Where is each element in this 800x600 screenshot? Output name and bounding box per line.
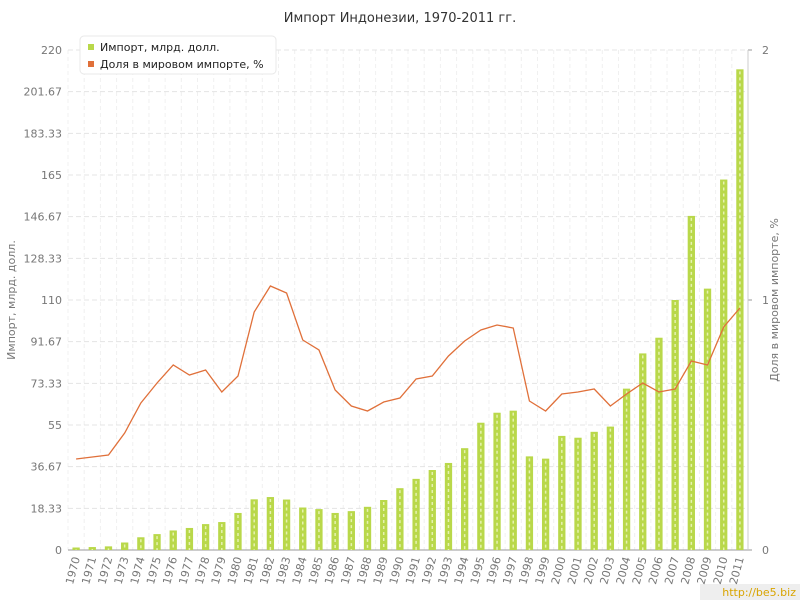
bar bbox=[234, 512, 242, 550]
bar bbox=[736, 69, 744, 551]
legend-label: Импорт, млрд. долл. bbox=[100, 41, 220, 54]
bar bbox=[218, 522, 226, 550]
watermark: http://be5.biz bbox=[722, 586, 796, 599]
bar bbox=[412, 478, 420, 550]
y-tick-label: 146.67 bbox=[24, 211, 63, 224]
y-tick-label: 110 bbox=[41, 294, 62, 307]
y2-axis-title: Доля в мировом импорте, % bbox=[768, 218, 781, 382]
bar bbox=[250, 499, 258, 550]
bar bbox=[137, 537, 145, 550]
y-tick-label: 128.33 bbox=[24, 252, 63, 265]
bar bbox=[153, 534, 161, 550]
line bbox=[76, 285, 741, 460]
legend-swatch bbox=[88, 61, 94, 67]
bar bbox=[282, 499, 291, 550]
y-tick-label: 0 bbox=[55, 544, 62, 557]
y-tick-label: 36.67 bbox=[31, 461, 63, 474]
y-tick-label: 220 bbox=[41, 44, 62, 57]
legend-box bbox=[79, 35, 277, 75]
y2-tick-label: 1 bbox=[762, 294, 769, 307]
bar bbox=[444, 462, 453, 550]
y-tick-label: 201.67 bbox=[24, 86, 63, 99]
bar bbox=[606, 426, 615, 550]
y-tick-label: 165 bbox=[41, 169, 62, 182]
bar bbox=[72, 547, 80, 550]
y-tick-label: 73.33 bbox=[31, 377, 63, 390]
y-tick-label: 91.67 bbox=[31, 336, 63, 349]
bar bbox=[396, 488, 404, 550]
bar bbox=[347, 511, 355, 550]
chart-title: Импорт Индонезии, 1970-2011 гг. bbox=[284, 11, 516, 26]
y2-tick-label: 2 bbox=[762, 44, 769, 57]
bar bbox=[104, 546, 113, 550]
bar bbox=[720, 179, 728, 550]
y2-tick-label: 0 bbox=[762, 544, 769, 557]
y-tick-label: 55 bbox=[48, 419, 62, 432]
watermark-bg bbox=[700, 584, 800, 600]
legend-swatch bbox=[88, 44, 94, 50]
bar bbox=[331, 512, 339, 550]
y-tick-label: 183.33 bbox=[24, 127, 63, 140]
bar bbox=[380, 500, 388, 550]
bar bbox=[201, 524, 210, 550]
y-tick-label: 18.33 bbox=[31, 502, 63, 515]
bar bbox=[687, 215, 695, 550]
legend-label: Доля в мировом импорте, % bbox=[100, 58, 264, 71]
bar bbox=[185, 527, 194, 550]
bar bbox=[88, 547, 96, 550]
y-axis-title: Импорт, млрд. долл. bbox=[5, 240, 18, 360]
bar bbox=[590, 431, 598, 550]
